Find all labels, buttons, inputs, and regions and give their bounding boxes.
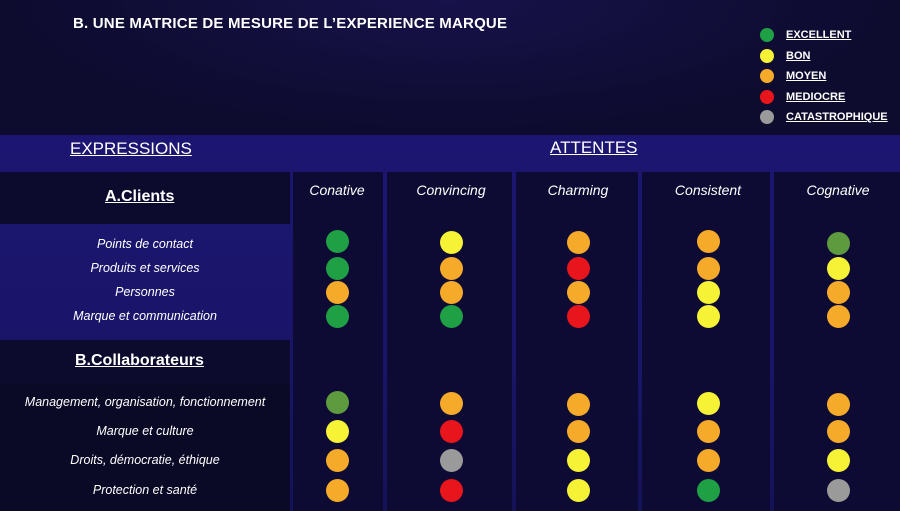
rating-dot xyxy=(696,304,720,328)
legend-label: MOYEN xyxy=(786,70,827,82)
rating-dot xyxy=(826,448,850,472)
column-header-cognative: Cognative xyxy=(806,182,870,198)
rating-dot xyxy=(325,256,349,280)
rating-dot xyxy=(566,448,590,472)
rating-dot xyxy=(566,256,590,280)
rating-dot xyxy=(439,256,463,280)
column-header-consistent: Consistent xyxy=(674,182,742,198)
legend-item-catastrophique: CATASTROPHIQUE xyxy=(760,109,888,125)
rating-dot xyxy=(566,478,590,502)
header-band xyxy=(0,0,900,135)
rating-dot xyxy=(566,392,590,416)
row-label: Protection et santé xyxy=(92,483,198,497)
rating-dot xyxy=(826,280,850,304)
legend-label: MEDIOCRE xyxy=(786,90,846,103)
rating-dot xyxy=(325,448,349,472)
rating-dot xyxy=(826,231,850,255)
rating-dot xyxy=(696,391,720,415)
rating-dot xyxy=(826,419,850,443)
group-header: A.Clients xyxy=(105,188,175,205)
expressions-header: EXPRESSIONS xyxy=(70,139,192,158)
row-label: Points de contact xyxy=(97,237,193,251)
attentes-header: ATTENTES xyxy=(550,138,638,157)
rating-dot xyxy=(826,478,850,502)
rating-dot xyxy=(325,419,349,443)
legend-dot xyxy=(760,89,774,104)
rating-dot xyxy=(439,230,463,254)
rating-dot xyxy=(826,256,850,280)
legend-item-moyen: MOYEN xyxy=(760,68,826,84)
page-title: B. UNE MATRICE DE MESURE DE L’EXPERIENCE… xyxy=(73,15,508,32)
rating-dot xyxy=(566,280,590,304)
rating-dot xyxy=(325,280,349,304)
column-header-convincing: Convincing xyxy=(416,182,486,198)
collaborateurs-panel xyxy=(0,340,290,385)
rating-dot xyxy=(696,256,720,280)
clients-panel xyxy=(0,172,290,224)
legend-dot xyxy=(760,28,774,42)
legend-label: CATASTROPHIQUE xyxy=(786,111,888,123)
rating-dot xyxy=(439,304,463,328)
rating-dot xyxy=(696,478,720,502)
rating-dot xyxy=(439,448,463,472)
legend-item-bon: BON xyxy=(760,48,810,64)
rating-dot xyxy=(325,304,349,328)
rating-dot xyxy=(325,478,349,502)
column-header-charming: Charming xyxy=(547,182,609,198)
legend-dot xyxy=(760,48,774,63)
legend-item-excellent: EXCELLENT xyxy=(760,27,851,43)
rating-dot xyxy=(439,280,463,304)
row-label: Personnes xyxy=(115,285,175,299)
rating-dot xyxy=(439,419,463,443)
rating-dot xyxy=(826,392,850,416)
rating-dot xyxy=(325,229,349,253)
rating-dot xyxy=(696,229,720,253)
rating-dot xyxy=(439,391,463,415)
legend-dot xyxy=(760,69,774,83)
rating-dot xyxy=(566,419,590,443)
row-label: Produits et services xyxy=(90,261,200,275)
row-label: Droits, démocratie, éthique xyxy=(70,453,220,467)
collaborateurs-rows-panel xyxy=(0,385,290,511)
legend-label: BON xyxy=(786,49,811,62)
rating-dot xyxy=(826,304,850,328)
legend-item-mediocre: MEDIOCRE xyxy=(760,89,845,105)
rating-dot xyxy=(325,390,349,414)
group-header: B.Collaborateurs xyxy=(75,352,204,369)
rating-dot xyxy=(566,304,590,328)
row-label: Marque et communication xyxy=(73,309,217,323)
legend-dot xyxy=(760,110,774,124)
rating-dot xyxy=(566,230,590,254)
row-label: Marque et culture xyxy=(96,424,194,438)
legend-label: EXCELLENT xyxy=(786,29,852,41)
rating-dot xyxy=(696,419,720,443)
rating-dot xyxy=(439,478,463,502)
rating-dot xyxy=(696,448,720,472)
rating-dot xyxy=(696,280,720,304)
column-header-conative: Conative xyxy=(309,182,365,198)
row-label: Management, organisation, fonctionnement xyxy=(24,395,266,409)
